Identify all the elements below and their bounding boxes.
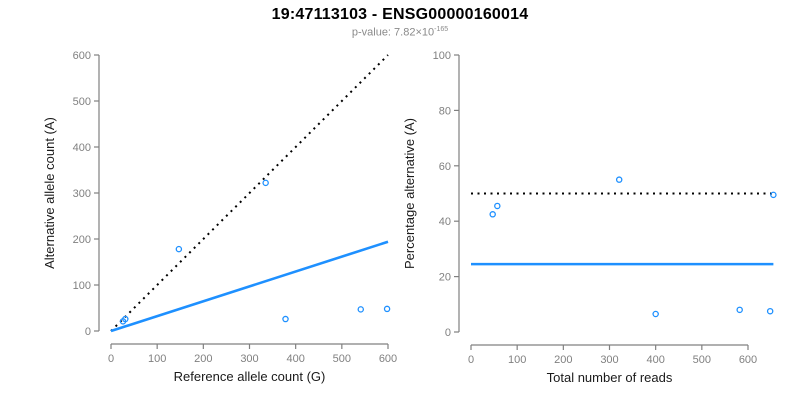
x-tick-label: 200: [554, 354, 572, 366]
data-point: [262, 179, 269, 187]
x-tick-label: 300: [240, 353, 258, 365]
pvalue-text: p-value: 7.82×10: [351, 26, 435, 39]
y-tick-label: 60: [439, 161, 451, 173]
y-tick-label: 0: [85, 326, 91, 338]
identity-line: [110, 54, 389, 332]
data-point: [494, 202, 501, 210]
x-axis-title: Reference allele count (G): [174, 369, 326, 384]
y-axis-title: Alternative allele count (A): [42, 117, 57, 269]
x-tick-label: 600: [379, 353, 397, 365]
x-axis-title: Total number of reads: [547, 370, 673, 385]
y-tick-label: 20: [439, 272, 451, 284]
y-tick-label: 300: [73, 188, 91, 200]
data-point: [770, 191, 777, 199]
data-point: [357, 306, 365, 313]
x-tick-label: 100: [148, 353, 166, 365]
data-point: [615, 176, 623, 183]
y-tick-label: 100: [433, 50, 451, 62]
y-tick-label: 200: [73, 234, 91, 246]
y-tick-label: 100: [73, 280, 91, 292]
y-tick-label: 400: [73, 142, 91, 154]
y-tick-label: 0: [445, 327, 451, 339]
pvalue-exponent: -165: [434, 26, 449, 33]
x-tick-label: 400: [646, 354, 664, 366]
data-point: [652, 310, 659, 318]
x-tick-label: 200: [194, 353, 212, 365]
x-tick-label: 0: [468, 354, 474, 366]
data-point: [736, 306, 743, 314]
data-point: [489, 211, 496, 218]
page-title: 19:47113103 - ENSG00000160014: [271, 6, 529, 23]
data-point: [383, 305, 391, 313]
y-tick-label: 600: [73, 50, 91, 62]
x-tick-label: 400: [286, 353, 304, 365]
y-tick-label: 80: [439, 105, 451, 117]
fit-line: [110, 240, 389, 333]
data-point: [175, 245, 183, 253]
y-tick-label: 40: [439, 216, 451, 228]
y-axis-title: Percentage alternative (A): [402, 118, 417, 269]
x-tick-label: 100: [508, 354, 526, 366]
data-point: [282, 315, 289, 323]
x-tick-label: 0: [108, 353, 114, 365]
data-point: [122, 315, 129, 323]
x-tick-label: 500: [333, 353, 351, 365]
y-tick-label: 500: [73, 96, 91, 108]
data-point: [766, 307, 774, 315]
x-tick-label: 500: [693, 354, 711, 366]
x-tick-label: 600: [739, 354, 757, 366]
x-tick-label: 300: [600, 354, 618, 366]
pvalue-subtitle: p-value: 7.82×10-165: [0, 26, 800, 39]
